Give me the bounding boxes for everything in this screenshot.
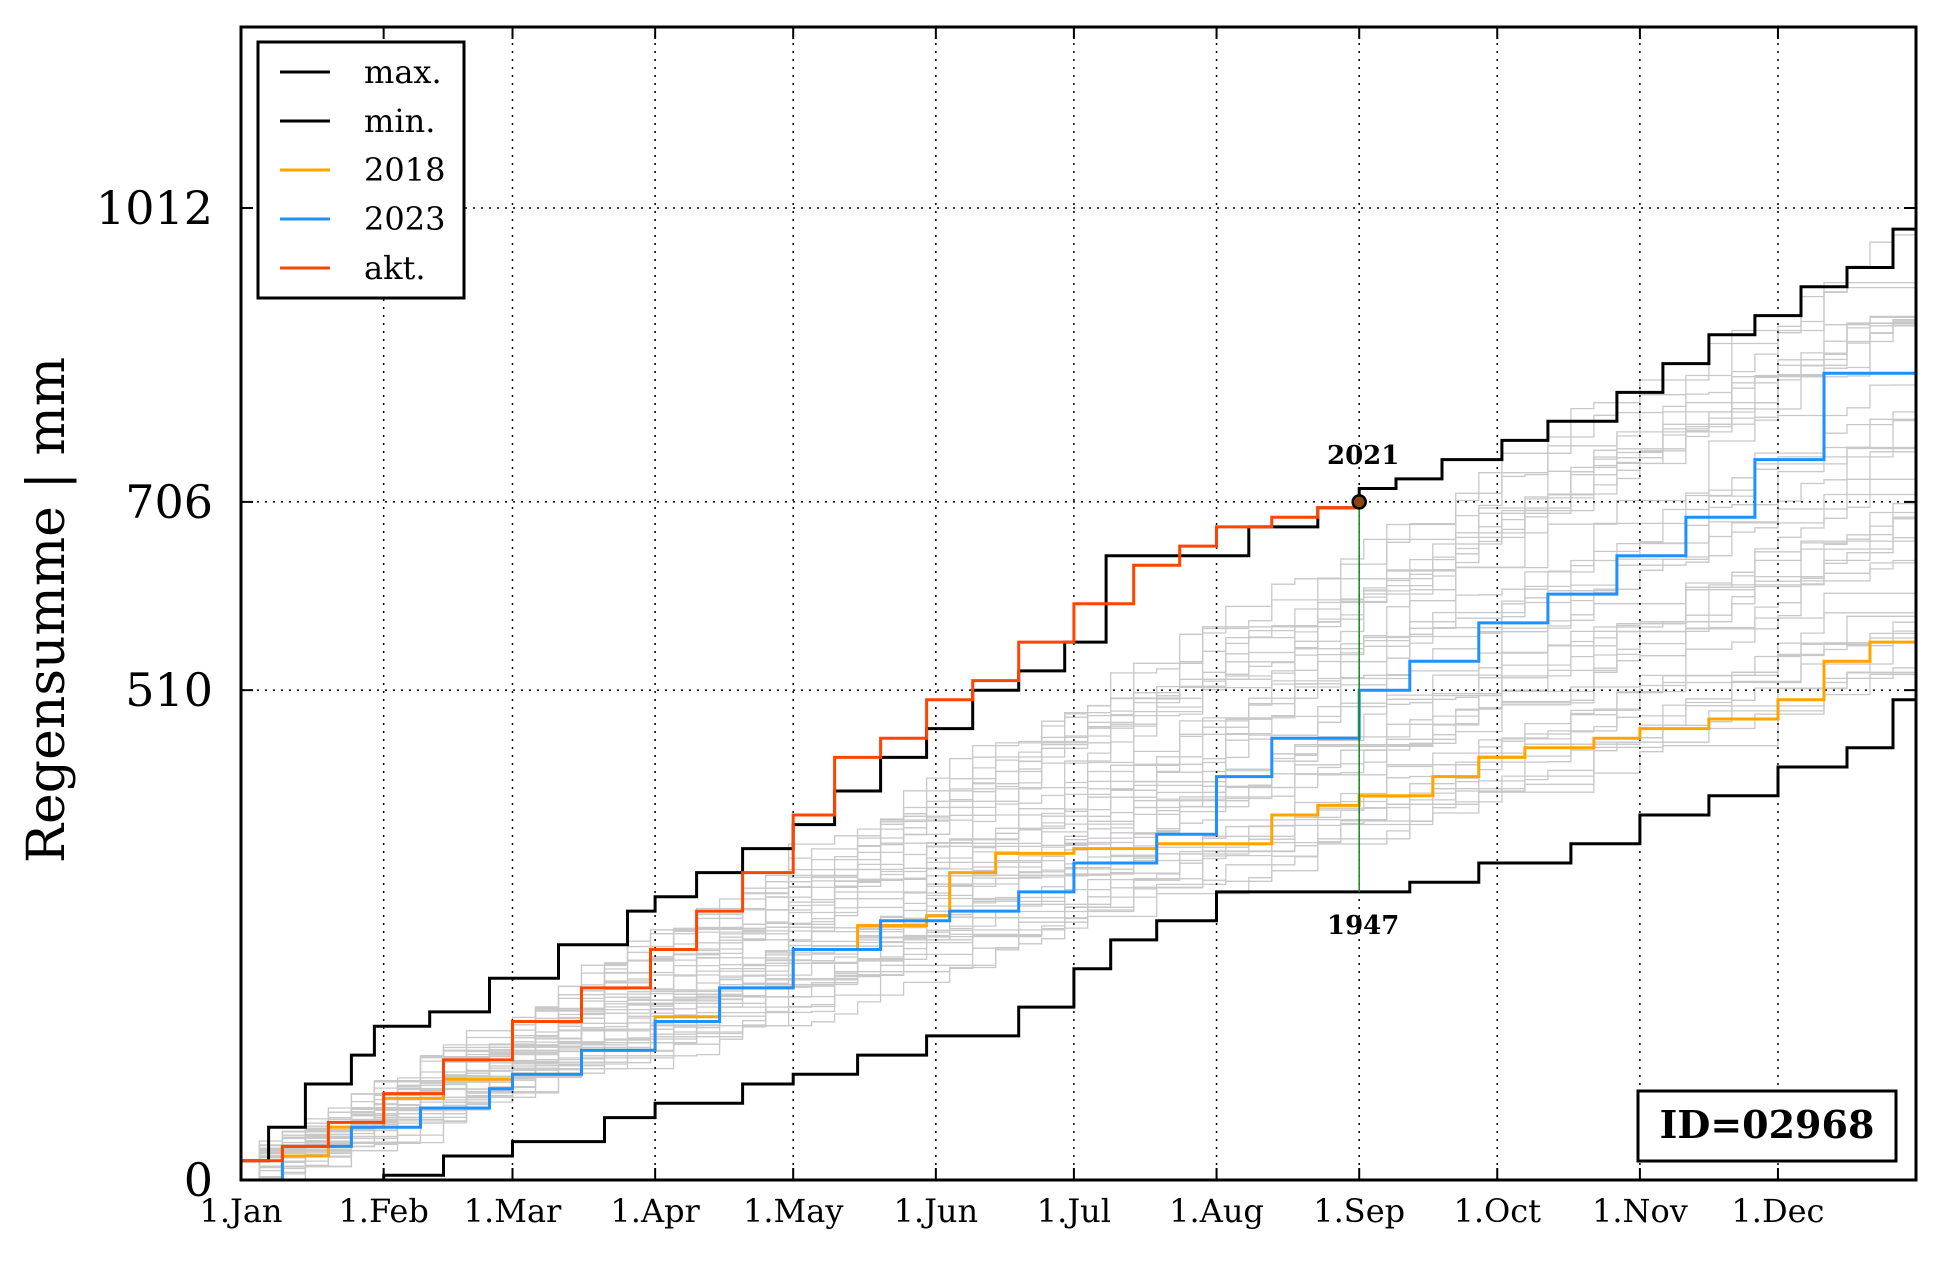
legend-label: akt. — [364, 249, 426, 287]
legend: max. min. 2018 2023 akt. — [256, 40, 466, 300]
y-tick-label: 706 — [125, 475, 213, 529]
series-line-min — [241, 690, 1918, 1182]
series-line-max — [241, 208, 1918, 1163]
annotation-label-min-year: 1947 — [1327, 911, 1399, 941]
series-line-2023 — [241, 296, 1918, 1182]
y-axis-label: Regensumme | mm — [17, 357, 77, 863]
y-tick-label: 510 — [125, 663, 213, 717]
x-tick-label: 1.Jan — [199, 1192, 282, 1230]
axis-layer: 1.Jan 1.Feb 1.Mar 1.Apr 1.May 1.Jun 1.Jul 1.Aug… — [96, 25, 1918, 1230]
x-tick-label: 1.Jul — [1037, 1192, 1111, 1230]
background-series-line — [241, 234, 1917, 1181]
x-tick-label: 1.May — [743, 1192, 843, 1230]
x-tick-label: 1.Nov — [1592, 1192, 1688, 1230]
background-series-line — [241, 409, 1917, 1181]
background-series-line — [241, 428, 1917, 1181]
series-layer — [241, 208, 1918, 1182]
background-series-line — [241, 384, 1916, 1181]
x-tick-label: 1.Aug — [1169, 1192, 1264, 1230]
x-tick-label: 1.Dec — [1731, 1192, 1824, 1230]
x-tick-label: 1.Oct — [1453, 1192, 1541, 1230]
background-series-layer — [241, 234, 1917, 1181]
annotation-label-max-year: 2021 — [1327, 441, 1399, 471]
x-tick-label: 1.Feb — [338, 1192, 428, 1230]
y-tick-label: 0 — [184, 1153, 213, 1207]
plot-frame — [239, 25, 1918, 1182]
id-box-frame — [1636, 1089, 1898, 1163]
legend-label: min. — [364, 102, 435, 140]
x-tick-label: 1.Jun — [894, 1192, 979, 1230]
background-series-line — [241, 536, 1917, 1181]
legend-label: max. — [364, 53, 442, 91]
background-series-line — [241, 435, 1917, 1181]
x-tick-label: 1.Sep — [1313, 1192, 1405, 1230]
id-box: ID=02968 — [1636, 1089, 1898, 1163]
series-line-akt — [241, 501, 1361, 1163]
background-series-line — [241, 440, 1917, 1181]
x-tick-label: 1.Mar — [464, 1192, 562, 1230]
current-value-marker — [1351, 494, 1367, 510]
legend-label: 2023 — [364, 200, 445, 238]
annotation-layer: 2021 1947 — [1327, 441, 1399, 941]
grid-layer — [240, 27, 1916, 1181]
y-tick-label: 1012 — [96, 181, 213, 235]
x-tick-label: 1.Apr — [610, 1192, 700, 1230]
id-box-label: ID=02968 — [1660, 1102, 1875, 1147]
background-series-line — [241, 641, 1916, 1181]
legend-label: 2018 — [364, 151, 445, 189]
